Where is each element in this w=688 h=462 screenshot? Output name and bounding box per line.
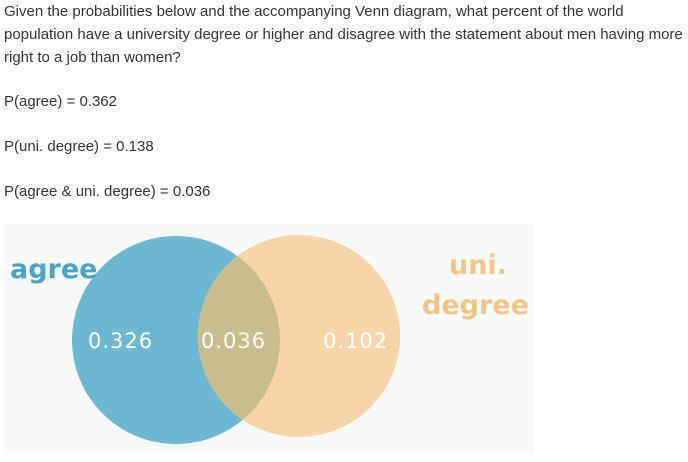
overlap-region [198, 236, 280, 437]
venn-diagram: agree uni. degree 0.326 0.036 0.102 [4, 224, 534, 454]
probability-agree: P(agree) = 0.362 [4, 93, 117, 110]
question-text: Given the probabilities below and the ac… [4, 3, 683, 66]
uni-degree-only-value: 0.102 [323, 329, 388, 353]
overlap-value: 0.036 [201, 329, 266, 353]
probability-agree-and-uni-degree: P(agree & uni. degree) = 0.036 [4, 183, 211, 200]
agree-label: agree [10, 254, 98, 285]
agree-only-value: 0.326 [88, 329, 153, 353]
uni-degree-label-line2: degree [422, 290, 529, 321]
uni-degree-label-line1: uni. [449, 250, 507, 281]
probability-uni-degree: P(uni. degree) = 0.138 [4, 138, 154, 155]
